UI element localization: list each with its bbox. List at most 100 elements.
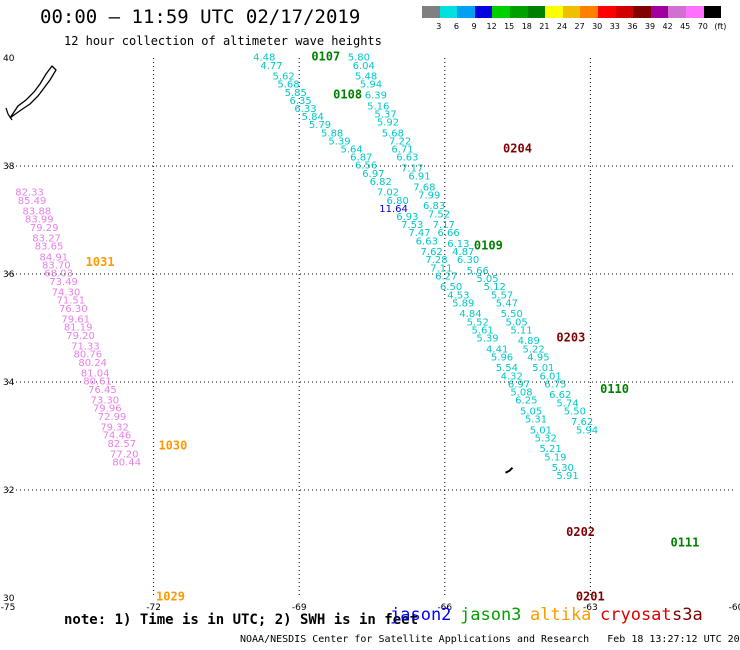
swh-label: 7.22 [389, 136, 411, 147]
swh-label: 5.85 [285, 88, 307, 99]
scale-label: 27 [574, 22, 585, 31]
y-tick-label: 36 [3, 270, 15, 280]
swh-label: 5.05 [520, 406, 542, 417]
scale-swatch [598, 6, 616, 18]
swh-label: 83.70 [42, 261, 71, 272]
scale-label: 18 [521, 22, 532, 31]
swh-label: 5.21 [539, 444, 561, 455]
swh-label: 5.05 [476, 274, 498, 285]
swh-label: 83.88 [23, 207, 52, 218]
scale-swatch [457, 6, 475, 18]
swh-label: 5.37 [374, 109, 396, 120]
scale-label: 24 [556, 22, 568, 31]
scale-swatch [633, 6, 651, 18]
legend-altika: altika [530, 605, 592, 625]
swh-label: 5.31 [525, 415, 547, 426]
time-label: 0109 [474, 239, 503, 253]
swh-label: 5.68 [277, 80, 299, 91]
time-label: 0107 [311, 50, 340, 64]
swh-label: 6.97 [362, 169, 384, 180]
swh-label: 4.48 [253, 53, 275, 64]
swh-label: 6.35 [289, 96, 311, 107]
swh-label: 5.96 [491, 352, 513, 363]
scale-swatch [615, 6, 634, 18]
swh-label: 6.80 [387, 196, 409, 207]
x-tick-label: -63 [583, 603, 598, 613]
swh-label: 7.02 [377, 188, 399, 199]
swh-label: 82.57 [107, 439, 136, 450]
coastline-outline [9, 65, 57, 119]
swh-label: 68.03 [44, 269, 73, 280]
scale-swatch [703, 6, 722, 18]
swh-label: 6.93 [396, 212, 418, 223]
swh-label: 5.68 [382, 128, 404, 139]
time-label: 0204 [503, 142, 532, 156]
swh-label: 6.83 [423, 201, 445, 212]
x-tick-label: -60 [729, 603, 740, 613]
swh-label: 7.62 [571, 417, 593, 428]
swh-label: 5.66 [467, 266, 489, 277]
swh-label: 6.33 [294, 104, 316, 115]
page-subtitle: 12 hour collection of altimeter wave hei… [64, 34, 382, 48]
y-tick-label: 40 [3, 54, 15, 64]
scale-label: 39 [644, 22, 656, 31]
time-label: 0108 [333, 88, 362, 102]
y-tick-label: 34 [3, 378, 15, 388]
swh-label: 5.19 [544, 452, 566, 463]
swh-label: 5.94 [576, 425, 598, 436]
scale-swatch [650, 6, 669, 18]
legend-s3a: s3a [672, 605, 703, 625]
swh-label: 6.63 [396, 153, 418, 164]
swh-label: 6.27 [435, 271, 457, 282]
swh-label: 5.39 [476, 334, 498, 345]
swh-label: 79.32 [100, 423, 129, 434]
scale-swatch [545, 6, 563, 18]
time-label: 0201 [576, 590, 605, 604]
scale-swatch [562, 6, 581, 18]
swh-label: 5.79 [309, 120, 331, 131]
swh-label: 5.12 [484, 282, 506, 293]
island-outline [505, 467, 514, 474]
swh-label: 74.46 [103, 431, 132, 442]
swh-label: 5.01 [532, 363, 554, 374]
swh-label: 7.28 [425, 255, 447, 266]
swh-label: 6.97 [508, 379, 530, 390]
swh-label: 73.49 [49, 277, 78, 288]
swh-label: 7.17 [433, 220, 455, 231]
y-tick-label: 30 [3, 594, 15, 604]
swh-label: 5.62 [273, 72, 295, 83]
swh-label: 6.75 [544, 379, 566, 390]
swh-label: 6.25 [515, 396, 537, 407]
scale-label: (ft) [714, 22, 727, 31]
swh-label: 11.64 [379, 204, 408, 215]
swh-label: 5.08 [510, 388, 532, 399]
swh-label: 76.30 [59, 304, 88, 315]
swh-label: 5.47 [496, 298, 518, 309]
swh-label: 5.92 [377, 118, 399, 129]
swh-label: 5.89 [452, 298, 474, 309]
swh-label: 7.52 [428, 209, 450, 220]
swh-label: 79.96 [93, 404, 122, 415]
swh-label: 4.89 [518, 336, 540, 347]
swh-label: 80.24 [78, 358, 107, 369]
swh-label: 5.48 [355, 72, 377, 83]
y-tick-label: 32 [3, 486, 14, 496]
swh-label: 6.87 [350, 153, 372, 164]
x-tick-label: -66 [437, 603, 452, 613]
swh-label: 80.44 [112, 458, 141, 469]
swh-label: 77.20 [110, 450, 139, 461]
swh-label: 81.04 [81, 369, 110, 380]
swh-label: 4.77 [260, 61, 282, 72]
scale-label: 12 [486, 22, 497, 31]
time-label: 0110 [600, 382, 629, 396]
swh-label: 84.91 [40, 253, 69, 264]
swh-label: 82.33 [15, 188, 44, 199]
swh-label: 5.11 [510, 325, 532, 336]
time-label: 1030 [158, 439, 187, 453]
swh-label: 5.50 [564, 406, 586, 417]
swh-label: 79.61 [61, 315, 90, 326]
swh-label: 6.63 [416, 236, 438, 247]
swh-label: 7.47 [408, 228, 430, 239]
swh-label: 5.22 [522, 344, 544, 355]
